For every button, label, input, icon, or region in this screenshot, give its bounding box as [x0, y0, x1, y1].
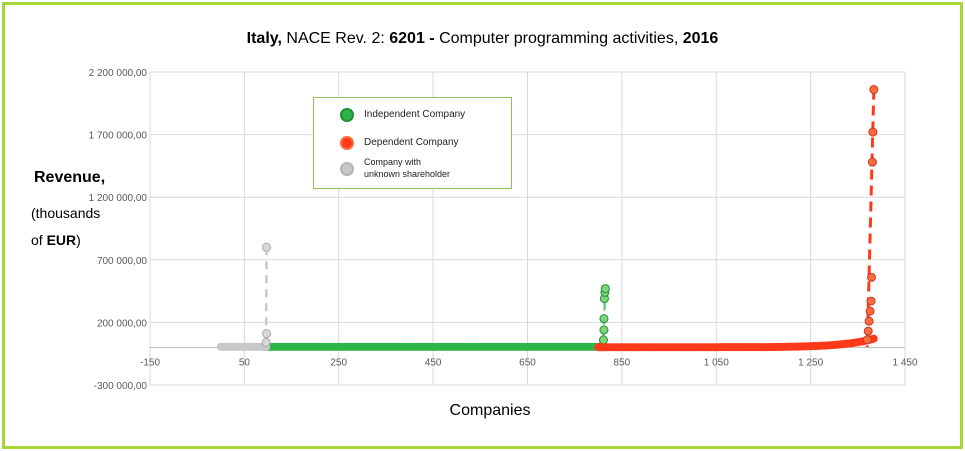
data-point-unknown [261, 337, 271, 347]
y-tick-label: 1 200 000,00 [89, 193, 148, 204]
data-point-dependent [866, 296, 876, 306]
data-point-unknown [262, 329, 272, 339]
data-point-dependent [868, 127, 878, 137]
legend-label-independent: Independent Company [364, 109, 466, 120]
y-tick-label: 2 200 000,00 [89, 68, 148, 79]
x-tick-label: 650 [519, 357, 536, 368]
legend-label-unknown: Company with unknown shareholder [364, 156, 450, 180]
x-tick-label: 450 [425, 357, 442, 368]
title-nace-prefix: NACE Rev. 2: [286, 30, 385, 47]
x-tick-label: 1 250 [798, 357, 823, 368]
y-tick-label: 200 000,00 [97, 318, 147, 329]
title-activity: Computer programming activities, [439, 30, 679, 47]
y-tick-label: 1 700 000,00 [89, 131, 148, 142]
y-axis-unit-line1: (thousands [31, 205, 101, 221]
data-point-dependent [863, 326, 873, 336]
data-point-dependent [869, 85, 879, 95]
data-point-dependent [869, 334, 878, 343]
data-point-unknown [262, 242, 272, 252]
x-axis-label: Companies [449, 402, 531, 419]
legend-label-dependent: Dependent Company [364, 137, 459, 148]
x-tick-label: 1 450 [892, 357, 917, 368]
x-tick-label: 1 050 [704, 357, 729, 368]
data-point-dependent [862, 335, 872, 345]
data-point-independent [598, 335, 608, 345]
title-year: 2016 [682, 30, 719, 47]
x-tick-label: 850 [614, 357, 631, 368]
y-axis-label: Revenue, [34, 169, 106, 186]
legend: Independent Company Dependent Company Co… [313, 97, 512, 189]
data-point-dependent [865, 306, 875, 316]
title-code: 6201 - [389, 30, 435, 47]
y-unit-prefix: of [31, 232, 43, 248]
x-tick-label: -150 [140, 357, 160, 368]
x-tick-label: 50 [239, 357, 251, 368]
data-point-independent [599, 325, 609, 335]
y-tick-label: 700 000,00 [97, 256, 147, 267]
legend-label-unknown-line1: Company with [364, 157, 422, 167]
legend-marker-independent [340, 108, 354, 122]
y-axis-unit-line2: of EUR) [31, 232, 81, 248]
legend-label-unknown-line2: unknown shareholder [364, 169, 451, 179]
data-point-independent [600, 284, 610, 294]
data-point-independent [599, 314, 609, 324]
data-point-dependent [864, 316, 874, 326]
legend-marker-dependent [340, 136, 354, 150]
y-unit-suffix: ) [76, 232, 81, 248]
legend-marker-unknown [340, 162, 354, 176]
data-point-dependent [866, 272, 876, 282]
x-tick-label: 250 [330, 357, 347, 368]
chart-title: Italy, NACE Rev. 2: 6201 - Computer prog… [0, 30, 965, 48]
y-unit-currency: EUR [46, 232, 77, 248]
y-tick-label: -300 000,00 [94, 381, 148, 392]
title-country: Italy, [246, 30, 282, 47]
data-point-dependent [867, 157, 877, 167]
